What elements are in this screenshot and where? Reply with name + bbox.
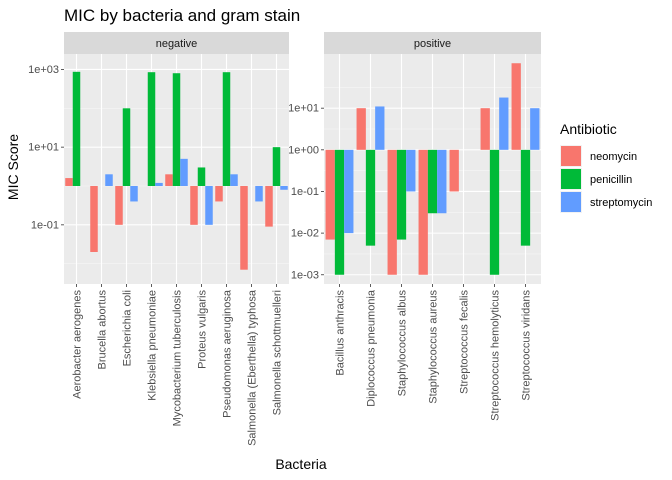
facet-strip [64,32,289,54]
bar-penicillin-aerobacter-aerogenes [72,71,81,186]
x-tick-label: Proteus vulgaris [197,290,209,369]
bar-neomycin-streptococcus-viridans [511,63,521,150]
x-tick-label: Salmonella schottmuelleri [272,290,284,415]
bar-neomycin-streptococcus-hemolyticus [480,108,490,150]
bar-penicillin-escherichia-coli [122,108,131,186]
bar-penicillin-mycobacterium-tuberculosis [172,73,181,186]
bar-neomycin-pseudomonas-aeruginosa [215,185,223,202]
bar-neomycin-mycobacterium-tuberculosis [165,174,173,186]
facet-negative: negative 1e-01 1e+01 1e+03 Aerobacter aeroge… [28,32,289,446]
bar-streptomycin-klebsiella-pneumoniae [155,182,163,186]
bar-penicillin-streptococcus-hemolyticus [489,149,500,275]
y-tick-label: 1e+03 [28,64,59,76]
x-tick-label: Mycobacterium tuberculosis [172,290,184,427]
legend-label: streptomycin [590,197,652,209]
bar-streptomycin-pseudomonas-aeruginosa [230,174,238,186]
bar-neomycin-escherichia-coli [115,185,123,225]
bar-penicillin-staphylococcus-albus [396,149,407,240]
y-tick-label: 1e-02 [291,228,319,240]
chart-title: MIC by bacteria and gram stain [64,6,300,25]
x-tick-label: Klebsiella pneumoniae [147,290,159,401]
facets: negative 1e-01 1e+01 1e+03 Aerobacter aeroge… [28,32,541,446]
bar-neomycin-streptococcus-fecalis [449,149,459,192]
x-tick-label: Aerobacter aerogenes [72,290,84,399]
facet-strip [324,32,541,54]
bar-streptomycin-salmonella-eberthella-typhosa [255,185,263,202]
bar-penicillin-bacillus-anthracis [334,149,345,275]
bar-streptomycin-streptococcus-hemolyticus [499,97,509,150]
x-tick-label: Pseudomonas aeruginosa [222,289,234,418]
bar-streptomycin-proteus-vulgaris [205,185,213,225]
bar-neomycin-diplococcus-pneumonia [356,108,366,150]
bar-streptomycin-mycobacterium-tuberculosis [180,158,188,186]
y-tick-label: 1e+01 [288,103,319,115]
legend-item-streptomycin: streptomycin [560,191,652,213]
bar-streptomycin-escherichia-coli [130,185,138,202]
legend-items: neomycin penicillin streptomycin [560,145,652,213]
bar-streptomycin-brucella-abortus [105,174,113,186]
x-tick-label: Salmonella (Eberthella) typhosa [247,289,259,446]
bar-penicillin-proteus-vulgaris [197,167,206,186]
bar-penicillin-klebsiella-pneumoniae [147,72,156,186]
bar-penicillin-diplococcus-pneumonia [365,149,376,246]
bar-penicillin-salmonella-schottmuelleri [272,147,281,186]
bar-neomycin-aerobacter-aerogenes [65,178,73,186]
x-tick-label: Staphylococcus albus [397,290,409,397]
x-tick-label: Escherichia coli [122,290,134,366]
x-tick-label: Streptococcus fecalis [459,290,471,394]
bar-neomycin-bacillus-anthracis [325,149,335,240]
legend: Antibiotic neomycin penicillin streptomyci… [560,121,652,213]
facet-strip-label: negative [156,38,198,50]
legend-label: penicillin [590,174,632,186]
legend-swatch [561,146,581,166]
y-tick-label: 1e-01 [31,219,59,231]
y-tick-label: 1e-01 [291,186,319,198]
bar-neomycin-staphylococcus-aureus [418,149,428,275]
facet-strip-label: positive [414,38,451,50]
bar-streptomycin-bacillus-anthracis [344,149,354,234]
facet-positive: positive 1e-03 1e-02 1e-01 1e+00 1e+01 Bacillu… [288,32,541,421]
bar-neomycin-brucella-abortus [90,185,98,252]
bar-streptomycin-salmonella-schottmuelleri [280,185,288,190]
bar-streptomycin-staphylococcus-aureus [437,149,447,214]
y-tick-label: 1e-03 [291,269,319,281]
legend-label: neomycin [590,151,637,163]
bar-neomycin-staphylococcus-albus [387,149,397,275]
bar-streptomycin-diplococcus-pneumonia [375,106,385,150]
legend-title: Antibiotic [560,121,617,137]
bar-neomycin-proteus-vulgaris [190,185,198,225]
legend-swatch [561,192,581,212]
bar-streptomycin-streptococcus-viridans [530,108,540,150]
legend-item-neomycin: neomycin [560,145,637,167]
x-axis-label: Bacteria [275,456,327,472]
bar-streptomycin-staphylococcus-albus [406,149,416,192]
bar-penicillin-staphylococcus-aureus [427,149,438,214]
legend-swatch [561,169,581,189]
bar-neomycin-salmonella-schottmuelleri [265,185,273,227]
y-axis-label: MIC Score [5,134,21,200]
bar-neomycin-salmonella-eberthella-typhosa [240,185,248,270]
x-tick-label: Streptococcus hemolyticus [490,290,502,421]
x-tick-label: Staphylococcus aureus [428,290,440,404]
x-tick-label: Streptococcus viridans [521,290,533,401]
y-tick-label: 1e+00 [288,144,319,156]
bar-penicillin-pseudomonas-aeruginosa [222,72,231,186]
x-tick-label: Brucella abortus [97,290,109,370]
x-tick-label: Diplococcus pneumonia [366,289,378,407]
bar-penicillin-streptococcus-viridans [520,149,531,246]
y-tick-label: 1e+01 [28,142,59,154]
x-tick-label: Bacillus anthracis [335,290,347,376]
legend-item-penicillin: penicillin [560,168,632,190]
